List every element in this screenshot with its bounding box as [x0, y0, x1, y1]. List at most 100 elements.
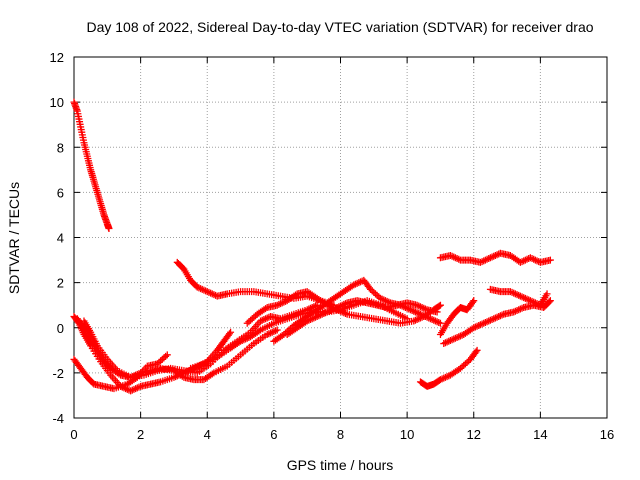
data-point-marker [370, 288, 378, 296]
data-point-marker [133, 384, 141, 392]
data-point-marker [441, 373, 449, 381]
data-point-marker [506, 288, 514, 296]
data-point-marker [476, 258, 484, 266]
data-point-marker [440, 374, 448, 382]
data-point-marker [518, 304, 526, 312]
data-point-marker [511, 290, 519, 298]
x-tick-label: 4 [204, 427, 211, 442]
data-point-marker [520, 257, 528, 265]
y-tick-labels: -4 -2 0 2 4 6 8 10 12 [50, 50, 64, 426]
data-point-marker [325, 307, 333, 315]
data-point-marker [485, 317, 493, 325]
data-point-marker [323, 308, 331, 316]
data-point-marker [530, 298, 538, 306]
data-point-marker [415, 309, 423, 317]
data-point-marker [135, 383, 143, 391]
x-tick-label: 8 [337, 427, 344, 442]
data-point-marker [470, 297, 478, 305]
data-point-marker [225, 330, 233, 338]
data-point-marker [458, 363, 466, 371]
data-point-marker [195, 284, 203, 292]
data-point-marker [350, 281, 358, 289]
data-point-marker [435, 318, 443, 326]
y-tick-label: -2 [52, 366, 64, 381]
data-point-marker [443, 373, 451, 381]
data-point-marker [341, 300, 349, 308]
data-point-marker [198, 285, 206, 293]
data-point-marker [275, 300, 283, 308]
y-tick-label: 0 [57, 321, 64, 336]
data-point-marker [483, 318, 491, 326]
data-point-marker [530, 255, 538, 263]
data-point-marker [378, 295, 386, 303]
data-point-marker [335, 303, 343, 311]
data-point-marker [545, 298, 553, 306]
data-point-marker [426, 315, 434, 323]
data-point-marker [436, 301, 444, 309]
data-point-marker [441, 339, 449, 347]
data-point-marker [472, 348, 480, 356]
data-point-marker [448, 336, 456, 344]
x-axis-label: GPS time / hours [287, 457, 394, 473]
data-point-marker [200, 286, 208, 294]
data-point-marker [453, 334, 461, 342]
data-point-marker [265, 330, 273, 338]
tick-marks [73, 56, 608, 419]
data-point-marker [410, 317, 418, 325]
data-point-marker [160, 354, 168, 362]
data-point-marker [526, 254, 534, 262]
data-point-marker [247, 316, 255, 324]
data-point-marker [423, 313, 431, 321]
data-point-marker [473, 346, 481, 354]
data-point-marker [202, 287, 210, 295]
data-point-marker [273, 301, 281, 309]
data-point-marker [469, 298, 477, 306]
data-series-track-15 [416, 346, 481, 390]
data-point-marker [368, 287, 376, 295]
data-point-marker [546, 256, 554, 264]
data-point-marker [406, 306, 414, 314]
data-point-marker [455, 255, 463, 263]
data-point-marker [332, 304, 340, 312]
data-point-marker [317, 311, 325, 319]
data-point-marker [515, 306, 523, 314]
data-point-marker [475, 321, 483, 329]
data-point-marker [272, 327, 280, 335]
data-point-marker [443, 338, 451, 346]
data-point-marker [380, 296, 388, 304]
data-point-marker [510, 308, 518, 316]
data-point-marker [520, 294, 528, 302]
data-point-marker [531, 256, 539, 264]
data-point-marker [516, 292, 524, 300]
data-point-marker [463, 358, 471, 366]
data-point-marker [498, 311, 506, 319]
data-point-marker [338, 301, 346, 309]
data-point-marker [128, 386, 136, 394]
data-series-track-5 [80, 301, 321, 381]
data-point-marker [478, 320, 486, 328]
data-point-marker [310, 314, 318, 322]
data-point-marker [341, 309, 349, 317]
data-point-marker [528, 255, 536, 263]
data-point-marker [267, 329, 275, 337]
data-point-marker [488, 315, 496, 323]
data-series-track-1 [70, 98, 113, 232]
data-point-marker [461, 360, 469, 368]
data-point-marker [163, 351, 171, 359]
gridlines [74, 57, 607, 418]
x-tick-label: 14 [533, 427, 547, 442]
y-axis-label: SDTVAR / TECUs [6, 182, 22, 294]
data-point-marker [376, 294, 384, 302]
data-point-marker [327, 306, 335, 314]
data-point-marker [523, 255, 531, 263]
chart-title: Day 108 of 2022, Sidereal Day-to-day VTE… [86, 19, 593, 35]
data-point-marker [496, 312, 504, 320]
data-point-marker [436, 376, 444, 384]
data-point-marker [445, 337, 453, 345]
data-series-track-14 [486, 285, 551, 309]
data-point-marker [178, 372, 186, 380]
data-point-marker [508, 288, 516, 296]
data-point-marker [371, 290, 379, 298]
data-point-marker [513, 291, 521, 299]
data-point-marker [383, 297, 391, 305]
